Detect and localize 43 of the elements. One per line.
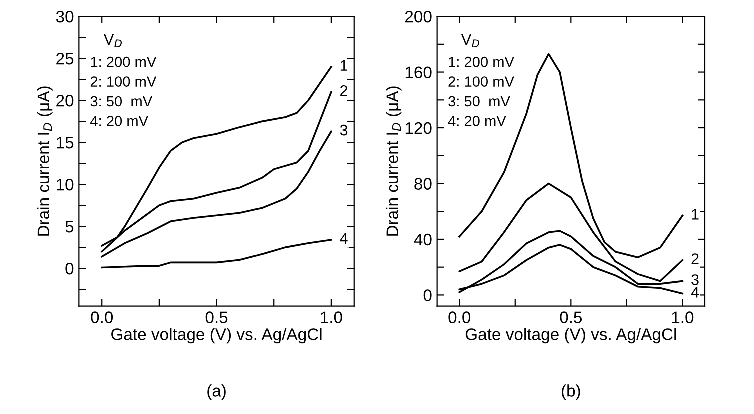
annotation: 4: 20 mV (90, 116, 148, 126)
x-axis-title: Gate voltage (V) vs. Ag/AgCl (466, 328, 676, 344)
text: (a) (208, 384, 226, 400)
legend-label: 1 (692, 209, 699, 220)
legend-label: 4 (340, 233, 348, 244)
y-tick-label: 10 (57, 178, 74, 191)
annotation: 2: 100 mV (90, 76, 157, 87)
y-tick-label: 15 (57, 137, 74, 149)
y-tick-label: 30 (56, 10, 74, 23)
y-axis-title: Drain current I$_{D}$ (μA) (37, 86, 53, 236)
y-tick-label: 160 (406, 66, 432, 78)
y-axis-title: Drain current I$_{D}$ (μA) (386, 86, 402, 236)
x-tick-label: 0.0 (91, 312, 114, 324)
y-tick-label: 120 (406, 122, 432, 134)
legend-label: 1 (340, 60, 348, 71)
legend-label: 4 (691, 287, 700, 298)
series-label: 3 (692, 274, 699, 286)
y-tick-label: 80 (414, 178, 432, 190)
y-tick-label: 20 (56, 94, 74, 107)
x-tick-label: 0.5 (560, 312, 582, 324)
x-tick-label: 0.5 (206, 312, 228, 324)
x-tick-label: 1.0 (321, 312, 342, 324)
legend-label: 2 (692, 254, 699, 264)
y-tick-label: 25 (56, 52, 74, 65)
x-tick-label: 1.0 (672, 312, 694, 324)
y-tick-label: 200 (405, 10, 432, 23)
annotation: 2: 100 mV (448, 76, 514, 87)
y-tick-label: 0 (424, 290, 432, 302)
annotation: 4: 20 mV (448, 116, 506, 126)
x-axis-title: Gate voltage (V) vs. Ag/AgCl (112, 328, 322, 344)
legend-label: 2 (340, 85, 348, 96)
annotation: 1: 200 mV (449, 56, 514, 68)
x-tick-label: 0.0 (448, 312, 471, 324)
annotation: 3: 50 mV (448, 96, 510, 107)
text: (b) (562, 384, 580, 400)
annotation: 3: 50 mV (90, 96, 153, 107)
annotation: V$_{D}$ (461, 34, 480, 48)
y-tick-label: 40 (414, 234, 432, 246)
y-tick-label: 0 (66, 262, 74, 275)
annotation: 1: 200 mV (91, 56, 157, 68)
annotation: V$_{D}$ (104, 34, 122, 48)
y-tick-label: 5 (66, 221, 74, 233)
legend-label: 3 (340, 124, 348, 136)
